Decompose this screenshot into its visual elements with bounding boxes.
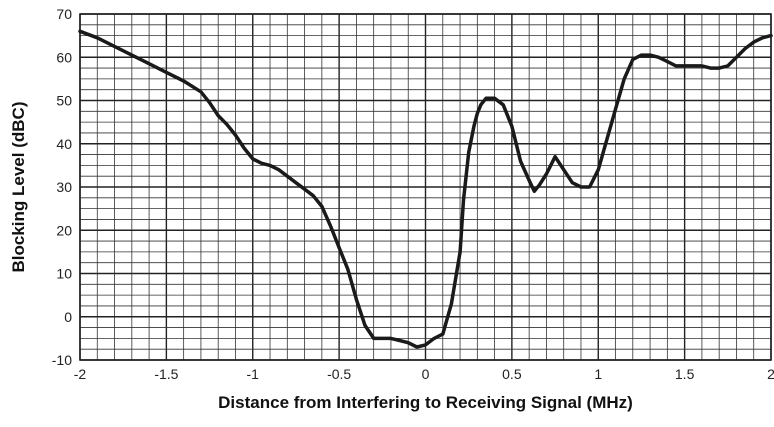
x-tick-label: 0.5: [502, 366, 522, 382]
x-tick-label: -0.5: [327, 366, 351, 382]
y-tick-label: 70: [56, 6, 72, 22]
x-axis-title: Distance from Interfering to Receiving S…: [218, 393, 633, 412]
plot-frame: [79, 13, 772, 361]
x-tick-label: -1.5: [154, 366, 178, 382]
x-tick-label: 1.5: [675, 366, 695, 382]
x-tick-label: -1: [247, 366, 260, 382]
plot-grid: [79, 13, 772, 361]
x-tick-label: 0: [422, 366, 430, 382]
y-tick-label: 30: [56, 179, 72, 195]
x-tick-labels: -2 -1.5 -1 -0.5 0 0.5 1 1.5 2: [74, 366, 774, 382]
y-tick-label: 10: [56, 266, 72, 282]
y-tick-label: 50: [56, 93, 72, 109]
y-tick-label: 0: [64, 309, 72, 325]
series-layer: [78, 29, 773, 349]
y-tick-labels: -10 0 10 20 30 40 50 60 70: [52, 6, 72, 368]
blocking-level-line: [78, 29, 773, 349]
y-tick-label: 20: [56, 222, 72, 238]
y-tick-label: -10: [52, 352, 72, 368]
y-axis-title: Blocking Level (dBC): [9, 102, 28, 273]
x-tick-label: 1: [594, 366, 602, 382]
y-tick-label: 40: [56, 136, 72, 152]
y-tick-label: 60: [56, 49, 72, 65]
x-tick-label: 2: [767, 366, 774, 382]
x-tick-label: -2: [74, 366, 87, 382]
